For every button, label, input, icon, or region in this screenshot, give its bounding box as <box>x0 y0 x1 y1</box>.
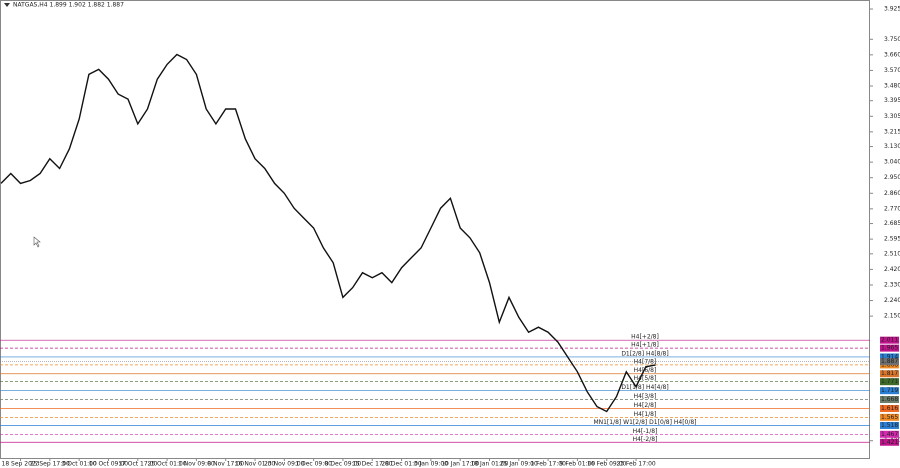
y-tick-label: 3.040 <box>884 159 900 166</box>
y-tick-label: 3.130 <box>884 143 900 150</box>
y-tick-label: 2.330 <box>884 281 900 288</box>
y-tick-label: 2.860 <box>884 190 900 197</box>
y-tick-label: 3.750 <box>884 36 900 43</box>
x-tick-label: 16 Feb 09:00 <box>587 461 627 468</box>
x-tick-label: 18 Jan 01:00 <box>471 461 509 468</box>
y-tick-label: 2.240 <box>884 297 900 304</box>
price-box <box>880 396 899 404</box>
price-line <box>0 53 656 413</box>
x-tick-label: 25 Jan 09:00 <box>500 461 538 468</box>
y-tick-label: 3.480 <box>884 82 900 89</box>
x-tick-label: 8 Dec 09:00 <box>325 461 362 468</box>
price-box-label: 1.771 <box>881 378 898 385</box>
y-tick-label: 2.685 <box>884 220 900 227</box>
current-price-label: 1.887 <box>881 358 898 365</box>
price-box <box>880 405 899 413</box>
x-tick-label: 10 Jan 17:00 <box>441 461 479 468</box>
price-box-label: 1.914 <box>881 353 898 360</box>
x-tick-label: 9 Feb 01:00 <box>560 461 596 468</box>
price-box-label: 1.668 <box>881 396 898 403</box>
level-label: H4[2/8] <box>634 402 657 409</box>
y-tick-label: 2.950 <box>884 174 900 181</box>
x-tick-label: 8 Nov 17:00 <box>207 461 244 468</box>
x-tick-label: 15 Dec 17:00 <box>352 461 393 468</box>
plot-frame <box>0 0 870 459</box>
price-box-label: 1.421 <box>881 439 898 446</box>
x-tick-label: 17 Oct 17:00 <box>118 461 157 468</box>
price-box <box>880 378 899 386</box>
price-box <box>880 438 899 446</box>
price-box <box>880 353 899 361</box>
level-label: H4[+2/8] <box>631 334 659 341</box>
menu-arrow[interactable] <box>4 3 10 7</box>
price-box-label: 1.817 <box>881 370 898 377</box>
y-tick-label: 3.395 <box>884 97 900 104</box>
price-box-label: 2.011 <box>881 337 898 344</box>
x-tick-label: 18 Sep 2023 <box>2 461 40 468</box>
x-tick-label: 28 Dec 01:00 <box>381 461 422 468</box>
level-label: H4[-1/8] <box>633 428 658 435</box>
price-box-label: 1.467 <box>881 431 898 438</box>
y-tick-label: 2.770 <box>884 205 900 212</box>
x-tick-label: 23 Nov 09:00 <box>264 461 305 468</box>
y-tick-label: 2.510 <box>884 250 900 257</box>
y-tick-label: 2.420 <box>884 266 900 273</box>
price-box <box>880 370 899 378</box>
price-box <box>880 430 899 438</box>
level-label: H4[7/8] <box>634 358 657 365</box>
level-label: H4[-2/8] <box>633 436 658 443</box>
price-box <box>880 413 899 421</box>
level-label: MN1[1/8] W1[2/8] D1[0/8] H4[0/8] <box>593 419 696 426</box>
cursor <box>33 236 41 248</box>
price-box-label: 1.719 <box>881 387 898 394</box>
price-box <box>880 421 899 429</box>
level-label: H4[3/8] <box>634 393 657 400</box>
price-box-label: 1.518 <box>881 422 898 429</box>
y-tick-label: 3.215 <box>884 128 900 135</box>
x-tick-label: 10 Oct 09:00 <box>89 461 128 468</box>
price-box-label: 1.965 <box>881 345 898 352</box>
y-tick-label: 3.305 <box>884 113 900 120</box>
x-tick-label: 3 Oct 01:00 <box>62 461 97 468</box>
price-box <box>880 387 899 395</box>
x-tick-label: 25 Oct 01:00 <box>148 461 187 468</box>
level-label: H4[+1/8] <box>631 342 659 349</box>
x-tick-label: 3 Jan 09:00 <box>414 461 448 468</box>
x-tick-label: 25 Sep 17:00 <box>30 461 70 468</box>
level-label: D1[1/8] H4[4/8] <box>621 384 668 391</box>
y-tick-label: 3.570 <box>884 67 900 74</box>
x-tick-label: 1 Feb 17:00 <box>530 461 566 468</box>
current-price-box <box>880 358 899 366</box>
y-tick-label: 3.660 <box>884 51 900 58</box>
y-tick-label: 3.925 <box>884 5 900 12</box>
chart-title: NATGAS,H4 1.899 1.902 1.882 1.887 <box>13 2 124 9</box>
x-tick-label: 16 Nov 01:00 <box>235 461 276 468</box>
y-tick-label: 2.595 <box>884 236 900 243</box>
price-box-label: 1.565 <box>881 414 898 421</box>
level-label: D1[2/8] H4[8/8] <box>621 350 668 357</box>
x-tick-label: 23 Feb 17:00 <box>616 461 656 468</box>
level-label: H4[6/8] <box>634 367 657 374</box>
price-box <box>880 336 899 344</box>
x-tick-label: 1 Dec 09:00 <box>295 461 332 468</box>
level-label: H4[5/8] <box>634 375 657 382</box>
price-box <box>880 344 899 352</box>
price-box-label: 1.616 <box>881 405 898 412</box>
x-tick-label: 1 Nov 09:00 <box>178 461 215 468</box>
level-label: H4[1/8] <box>634 411 657 418</box>
y-tick-label: 2.150 <box>884 313 900 320</box>
